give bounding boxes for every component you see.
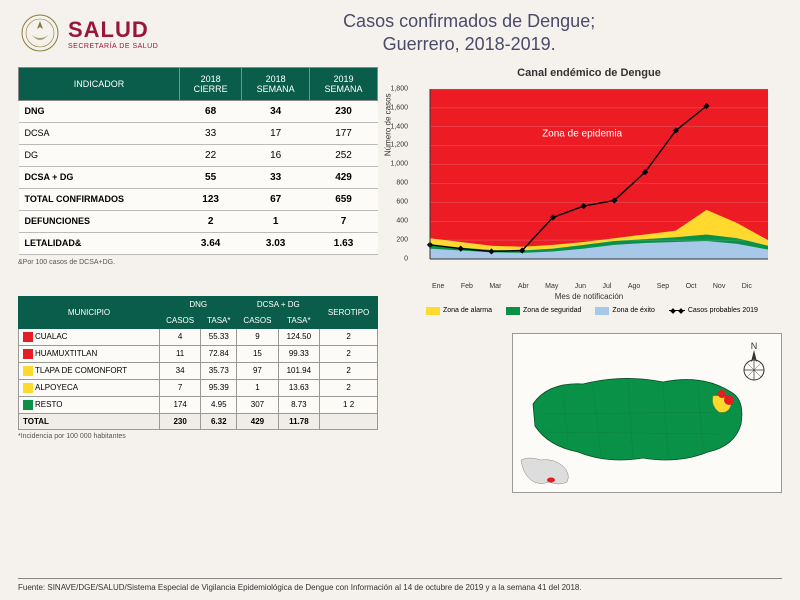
th-dng-casos: CASOS <box>160 312 201 328</box>
logo-area: SALUD SECRETARÍA DE SALUD <box>20 13 158 53</box>
municipio-table: MUNICIPIO DNG DCSA + DG SEROTIPO CASOS T… <box>18 296 378 430</box>
gov-seal-icon <box>20 13 60 53</box>
footer-source: Fuente: SINAVE/DGE/SALUD/Sistema Especia… <box>18 578 782 592</box>
leg-alarma: Zona de alarma <box>443 307 492 314</box>
table1-row: DEFUNCIONES217 <box>19 210 378 232</box>
table1-header: 2018CIERRE <box>180 67 242 100</box>
chart-title: Canal endémico de Dengue <box>396 67 782 79</box>
svg-text:N: N <box>751 341 758 351</box>
th-dng-tasa: TASA* <box>201 312 237 328</box>
title-line2: Guerrero, 2018-2019. <box>158 33 780 56</box>
th-dcsadg: DCSA + DG <box>237 296 320 312</box>
color-swatch-icon <box>23 366 33 376</box>
table1-note: &Por 100 casos de DCSA+DG. <box>18 259 378 266</box>
th-dc-tasa: TASA* <box>278 312 320 328</box>
table2-row: HUAMUXTITLAN1172.841599.332 <box>19 345 378 362</box>
th-dc-casos: CASOS <box>237 312 278 328</box>
table2-row: ALPOYECA795.39113.632 <box>19 379 378 396</box>
color-swatch-icon <box>23 332 33 342</box>
table2-total-row: TOTAL2306.3242911.78 <box>19 413 378 429</box>
table2-row: CUALAC455.339124.502 <box>19 328 378 345</box>
compass-icon: N <box>737 340 771 384</box>
th-dng: DNG <box>160 296 237 312</box>
color-swatch-icon <box>23 383 33 393</box>
svg-text:Zona de epidemia: Zona de epidemia <box>542 128 622 139</box>
table1-row: DNG6834230 <box>19 100 378 122</box>
chart-xlabel: Mes de notificación <box>396 292 782 301</box>
table2-note: *Incidencia por 100 000 habitantes <box>18 433 378 440</box>
color-swatch-icon <box>23 349 33 359</box>
leg-seguridad: Zona de seguridad <box>523 307 581 314</box>
table1-row: DCSA3317177 <box>19 122 378 144</box>
table1-row: LETALIDAD&3.643.031.63 <box>19 232 378 254</box>
page-title: Casos confirmados de Dengue; Guerrero, 2… <box>158 10 780 57</box>
color-swatch-icon <box>23 400 33 410</box>
leg-casos: Casos probables 2019 <box>688 307 758 314</box>
indicator-table: INDICADOR2018CIERRE2018SEMANA2019SEMANA … <box>18 67 378 255</box>
header: SALUD SECRETARÍA DE SALUD Casos confirma… <box>0 0 800 67</box>
chart-xticks: EneFebMarAbrMayJunJulAgoSepOctNovDic <box>396 283 782 290</box>
state-map: N <box>512 333 782 493</box>
table1-header: 2018SEMANA <box>242 67 310 100</box>
th-serotipo: SEROTIPO <box>320 296 378 328</box>
table2-row: RESTO1744.953078.731 2 <box>19 396 378 413</box>
table1-row: TOTAL CONFIRMADOS12367659 <box>19 188 378 210</box>
table1-row: DCSA + DG5533429 <box>19 166 378 188</box>
title-line1: Casos confirmados de Dengue; <box>158 10 780 33</box>
table1-row: DG2216252 <box>19 144 378 166</box>
th-municipio: MUNICIPIO <box>19 296 160 328</box>
table1-header: INDICADOR <box>19 67 180 100</box>
leg-exito: Zona de éxito <box>612 307 654 314</box>
endemic-chart: Número de casos 02004006008001,0001,2001… <box>396 83 776 283</box>
table1-header: 2019SEMANA <box>310 67 378 100</box>
chart-legend: Zona de alarma Zona de seguridad Zona de… <box>396 307 782 315</box>
mexico-inset-icon <box>517 454 577 490</box>
table2-row: TLAPA DE COMONFORT3435.7397101.942 <box>19 362 378 379</box>
brand-sub: SECRETARÍA DE SALUD <box>68 43 158 50</box>
brand-main: SALUD <box>68 17 158 43</box>
